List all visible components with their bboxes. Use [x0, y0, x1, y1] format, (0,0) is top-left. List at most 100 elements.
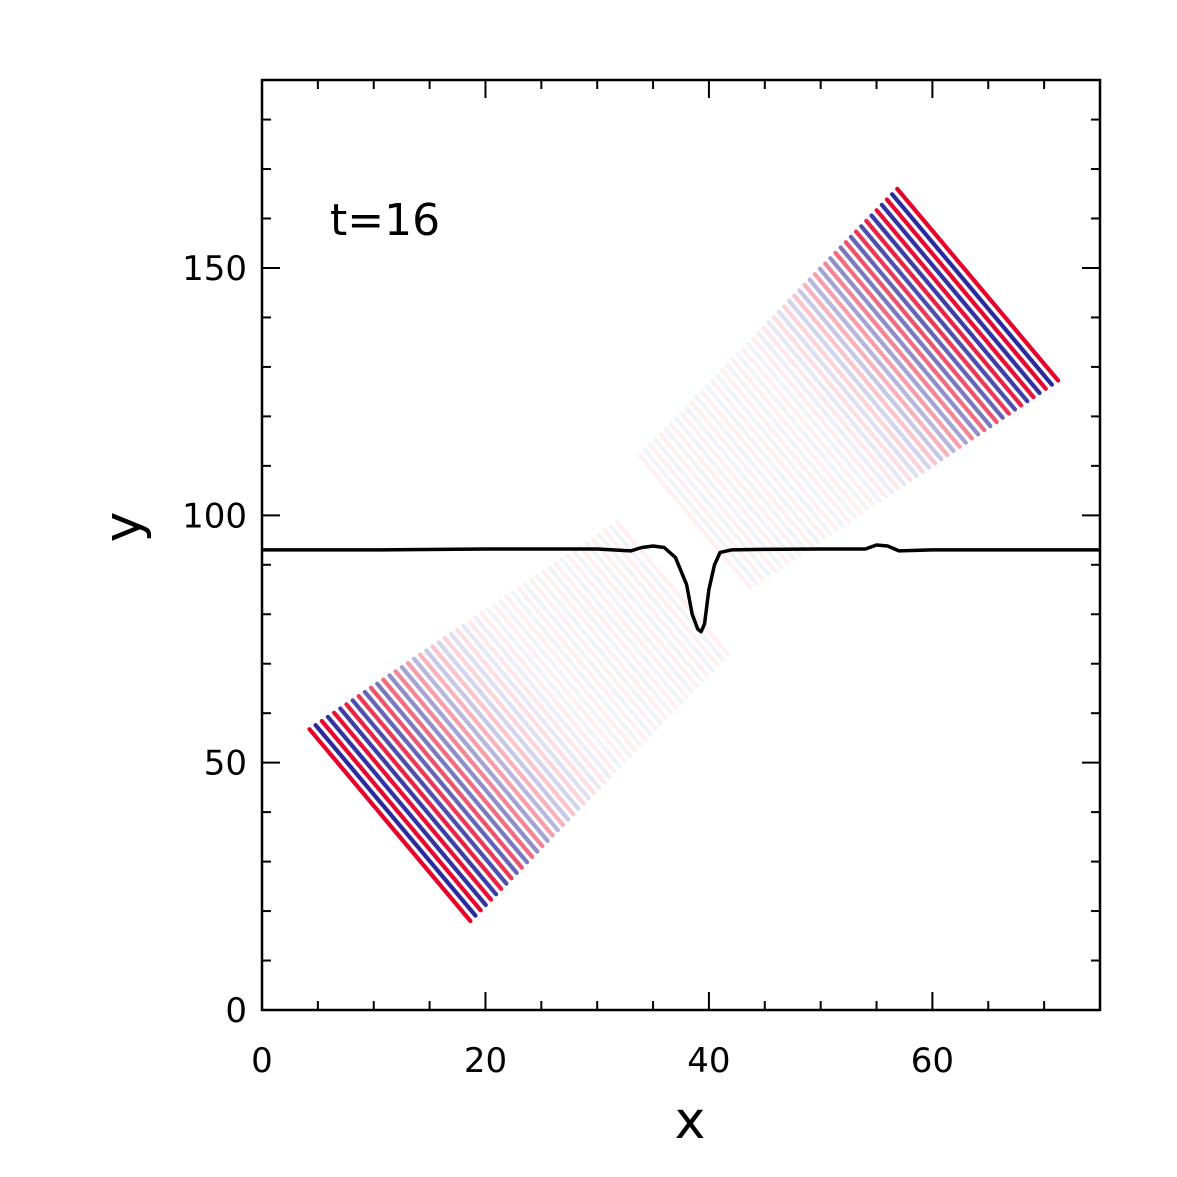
wave-crest [704, 384, 833, 536]
wave-crest [869, 213, 1030, 404]
wave-crest [828, 256, 981, 437]
wave-crest [853, 229, 1012, 416]
y-tick-label: 0 [225, 991, 247, 1031]
wave-crest [673, 416, 796, 561]
wave-crest [648, 443, 765, 582]
wave-crest [319, 718, 483, 913]
wave-crest [491, 602, 627, 763]
data-lines [262, 543, 1100, 634]
wave-crest [325, 714, 488, 908]
wave-crest [559, 557, 684, 705]
wave-crest [424, 648, 571, 822]
wave-crest [614, 520, 730, 657]
wave-crest [740, 346, 876, 507]
wave-crest [541, 569, 669, 721]
wave-crest [368, 685, 524, 870]
x-tick-label: 40 [687, 1041, 730, 1081]
wave-crest [678, 411, 802, 557]
wave-crest [879, 202, 1042, 396]
wave-packets [307, 186, 1061, 924]
wave-crest [448, 631, 591, 801]
wave-crest [584, 540, 705, 683]
wave-crest [399, 664, 550, 844]
wave-crest [534, 573, 663, 726]
wave-crest [771, 314, 913, 482]
wave-crest [608, 524, 725, 662]
profile-line [262, 543, 1100, 634]
wave-crest [802, 282, 950, 458]
wave-crest [436, 640, 581, 811]
wave-crest [375, 681, 530, 865]
wave-crest [381, 677, 535, 860]
wave-crest [596, 532, 715, 673]
wave-crest [418, 652, 566, 828]
wave-crest [602, 528, 720, 667]
wave-crest [750, 336, 888, 499]
wave-crest [786, 298, 932, 470]
wave-crest [547, 565, 674, 715]
wave-crest [709, 378, 839, 532]
wave-crest [350, 698, 509, 886]
y-tick-label: 50 [204, 744, 247, 784]
wave-crest [843, 240, 999, 425]
wave-crest [725, 362, 858, 520]
wave-crest [461, 623, 602, 790]
wave-crest [823, 261, 975, 441]
x-tick-label: 20 [464, 1041, 507, 1081]
x-tick-label: 60 [911, 1041, 954, 1081]
wave-crest [714, 373, 845, 528]
wave-crest [859, 224, 1018, 412]
wave-crest [781, 304, 925, 474]
wave-crest [745, 341, 882, 503]
wave-crest [510, 590, 643, 747]
wave-crest [344, 702, 504, 892]
wave-crest [642, 448, 759, 586]
wave-crest [473, 615, 612, 779]
x-axis-label: x [675, 1091, 706, 1151]
wave-crest [565, 553, 689, 699]
wave-crest [720, 368, 852, 524]
y-tick-label: 150 [182, 249, 247, 289]
wave-crest [442, 635, 586, 806]
wave-crest [362, 689, 519, 876]
wave-crest [522, 582, 653, 737]
wave-crest [356, 693, 514, 881]
wave-crest [884, 197, 1048, 391]
wave-crest [498, 598, 633, 758]
wave-crest [694, 394, 821, 545]
plot-frame [260, 78, 1102, 1012]
wave-crest [405, 660, 555, 838]
wave-crest [653, 437, 772, 578]
wave-crest [895, 186, 1061, 383]
wave-crest [864, 218, 1024, 408]
wave-crest [766, 320, 907, 487]
wave-crest [838, 245, 993, 429]
wave-crest [430, 644, 576, 817]
wave-crest [684, 405, 809, 553]
wave-crest [797, 288, 944, 462]
wave-crest [313, 722, 478, 918]
wave-crest [776, 309, 919, 478]
wave-crest [528, 578, 658, 731]
wave-crest [387, 673, 540, 854]
wave-crest [663, 427, 784, 570]
wave-crest [792, 293, 938, 466]
x-tick-label: 0 [251, 1041, 273, 1081]
wave-crest [307, 727, 473, 924]
wave-crest [504, 594, 638, 753]
wave-crest [516, 586, 648, 742]
wave-crest [571, 549, 694, 694]
wave-crest [553, 561, 679, 710]
wave-crest [833, 250, 987, 433]
y-axis-label: y [93, 512, 153, 543]
wave-crest [699, 389, 827, 541]
wave-crest [455, 627, 597, 795]
time-annotation: t=16 [330, 195, 440, 246]
wave-crest [756, 330, 895, 495]
wave-crest [730, 357, 864, 516]
wave-crest [590, 536, 710, 678]
wave-crest [479, 611, 617, 774]
wave-crest [761, 325, 901, 491]
axis-ticks [261, 80, 1101, 1011]
